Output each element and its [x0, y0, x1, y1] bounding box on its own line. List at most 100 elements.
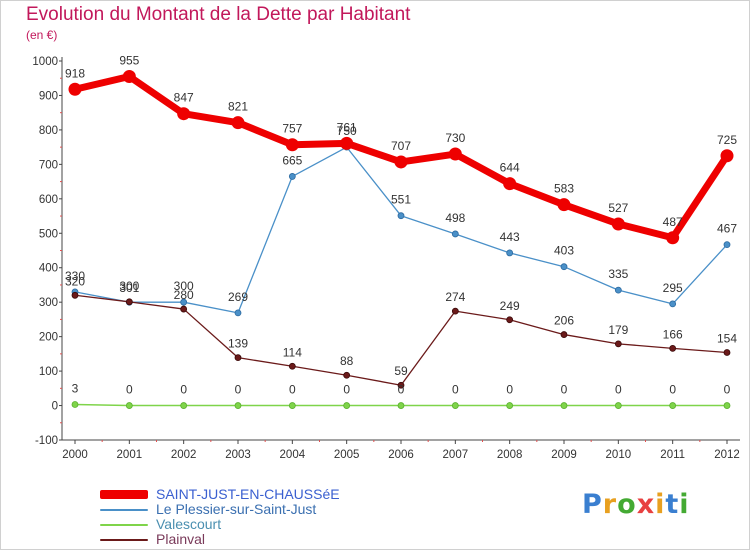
- data-label: 0: [615, 383, 622, 397]
- data-point: [288, 173, 296, 180]
- legend-item: Plainval: [100, 532, 340, 547]
- data-point: [180, 402, 188, 409]
- data-point: [614, 286, 622, 294]
- data-label: 0: [669, 383, 676, 397]
- data-label: 750: [337, 124, 357, 138]
- data-label: 644: [500, 161, 520, 175]
- data-point: [560, 331, 568, 338]
- data-label: 0: [561, 383, 568, 397]
- data-label: 3: [72, 382, 79, 396]
- data-point: [669, 344, 677, 352]
- data-label: 0: [180, 383, 187, 397]
- data-point: [288, 402, 296, 409]
- data-point: [125, 298, 133, 306]
- y-tick-label: 900: [39, 90, 58, 102]
- data-point: [720, 149, 734, 163]
- legend-item: SAINT-JUST-EN-CHAUSSéE: [100, 487, 340, 502]
- data-point: [394, 155, 408, 169]
- data-label: 730: [445, 131, 465, 145]
- logo-letter: P: [582, 489, 603, 520]
- logo-letter: r: [602, 489, 618, 520]
- data-label: 725: [717, 133, 737, 147]
- data-label: 0: [506, 383, 513, 397]
- x-tick-label: 2012: [714, 449, 740, 461]
- y-tick-label: -100: [35, 435, 58, 447]
- x-tick-label: 2008: [497, 449, 523, 461]
- data-point: [343, 402, 351, 409]
- data-label: 583: [554, 182, 574, 196]
- data-point: [122, 70, 136, 84]
- data-point: [285, 138, 299, 152]
- y-tick-label: 1000: [32, 56, 58, 68]
- y-tick-label: 600: [39, 194, 58, 206]
- data-point: [397, 381, 405, 389]
- proxiti-logo: Proxiti: [582, 489, 690, 520]
- legend-label: Plainval: [156, 531, 206, 547]
- legend-swatch: [100, 508, 148, 511]
- x-tick-label: 2011: [660, 449, 685, 461]
- data-point: [560, 263, 568, 271]
- logo-letter: x: [636, 489, 656, 520]
- chart-legend: SAINT-JUST-EN-CHAUSSéE Le Plessier-sur-Sa…: [100, 487, 340, 547]
- data-point: [180, 298, 188, 306]
- data-label: 0: [126, 383, 133, 397]
- data-point: [669, 402, 677, 409]
- data-label: 443: [500, 230, 520, 244]
- data-label: 166: [663, 327, 683, 341]
- y-tick-label: 500: [39, 228, 58, 240]
- data-label: 139: [228, 337, 248, 351]
- data-label: 665: [282, 153, 302, 167]
- y-tick-label: 0: [52, 401, 58, 413]
- data-label: 274: [445, 290, 465, 304]
- y-tick-label: 100: [39, 366, 58, 378]
- x-tick-label: 2003: [225, 449, 251, 461]
- chart-subtitle: (en €): [26, 28, 58, 42]
- legend-item: Valescourt: [100, 517, 340, 532]
- data-label: 179: [608, 323, 628, 337]
- data-point: [397, 212, 405, 220]
- data-point: [614, 402, 622, 409]
- x-tick-label: 2004: [280, 449, 306, 461]
- data-point: [234, 309, 242, 317]
- data-label: 0: [235, 383, 242, 397]
- data-label: 206: [554, 314, 574, 328]
- data-label: 335: [608, 267, 628, 281]
- y-tick-label: 700: [39, 159, 58, 171]
- data-label: 403: [554, 244, 574, 258]
- data-point: [506, 249, 514, 257]
- y-tick-label: 300: [39, 297, 58, 309]
- data-point: [506, 316, 514, 324]
- data-point: [451, 402, 459, 409]
- data-label: 847: [174, 91, 194, 105]
- logo-letter: i: [655, 489, 666, 520]
- data-label: 498: [445, 211, 465, 225]
- x-tick-label: 2010: [606, 449, 632, 461]
- data-label: 154: [717, 331, 737, 345]
- data-label: 707: [391, 139, 411, 153]
- x-tick-label: 2007: [443, 449, 469, 461]
- legend-label: Valescourt: [156, 516, 222, 532]
- data-point: [451, 307, 459, 315]
- data-label: 0: [452, 383, 459, 397]
- data-point: [451, 230, 459, 238]
- data-label: 551: [391, 193, 411, 207]
- data-label: 269: [228, 290, 248, 304]
- y-tick-label: 800: [39, 125, 58, 137]
- data-point: [666, 231, 680, 245]
- data-point: [340, 136, 354, 150]
- x-tick-label: 2009: [551, 449, 577, 461]
- x-tick-label: 2006: [388, 449, 414, 461]
- data-point: [557, 198, 571, 212]
- legend-label: Le Plessier-sur-Saint-Just: [156, 501, 317, 517]
- data-point: [614, 340, 622, 348]
- data-label: 467: [717, 222, 737, 236]
- x-tick-label: 2002: [171, 449, 197, 461]
- data-point: [611, 217, 625, 231]
- data-label: 300: [119, 279, 139, 293]
- data-label: 821: [228, 100, 248, 114]
- data-point: [560, 402, 568, 409]
- data-point: [234, 354, 242, 362]
- data-label: 59: [394, 364, 408, 378]
- logo-letter: i: [679, 489, 690, 520]
- legend-swatch: [100, 538, 148, 541]
